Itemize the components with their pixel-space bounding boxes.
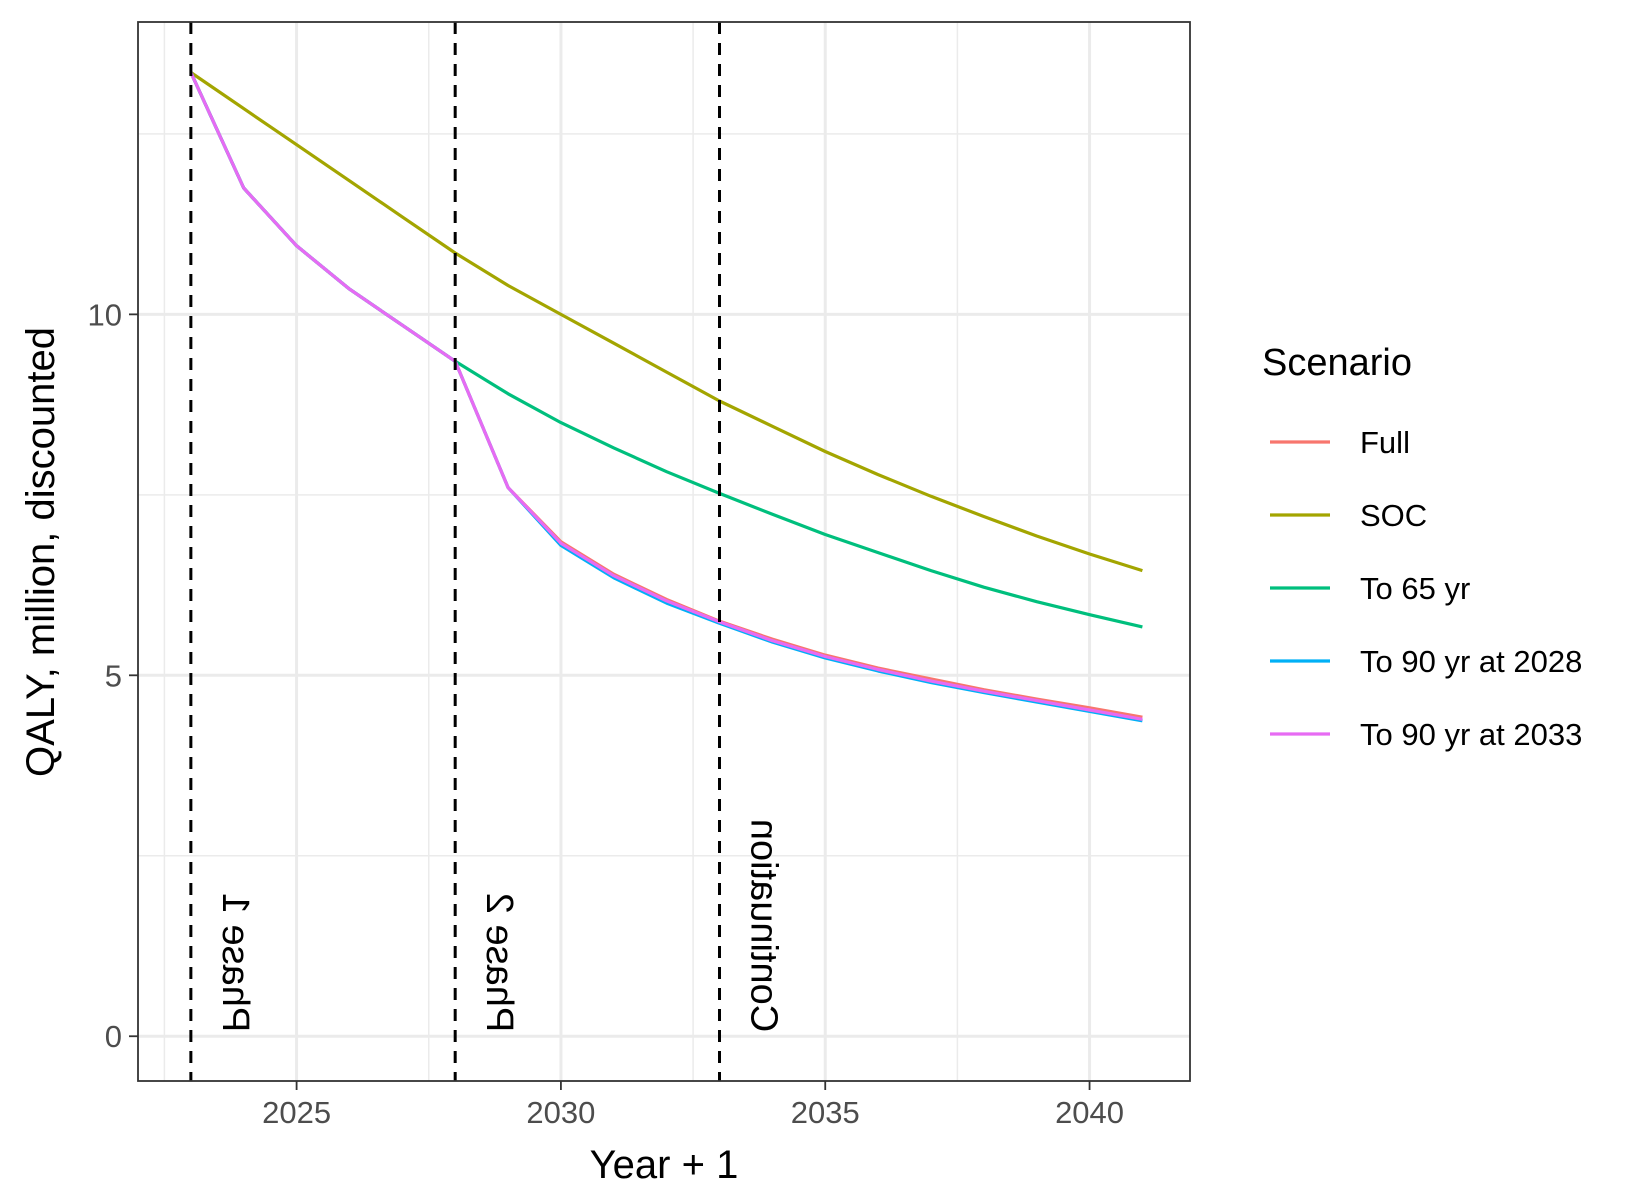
legend-items: Full SOC To 65 yr To 90 yr at 2028 To 90 yr … <box>1270 425 1582 752</box>
legend-label: To 90 yr at 2033 <box>1360 717 1582 752</box>
plot-panel-border <box>137 21 1191 1082</box>
phase-label: Phase 1 <box>214 893 256 1032</box>
legend-label: To 65 yr <box>1360 571 1470 606</box>
minor-gridlines <box>138 22 1190 1081</box>
y-axis-title: QALY, million, discounted <box>19 327 63 777</box>
y-tick-label: 0 <box>105 1019 122 1054</box>
series-line-to-90-yr-at-2033 <box>189 71 1143 721</box>
x-tick-label: 2030 <box>526 1095 595 1130</box>
phase-label: Phase 2 <box>478 893 520 1032</box>
phase-label: Continuation <box>743 819 785 1032</box>
series-line-soc <box>189 71 1143 573</box>
legend-title: Scenario <box>1262 342 1412 384</box>
y-tick-label: 5 <box>105 658 122 693</box>
legend-label: SOC <box>1360 498 1427 533</box>
x-tick-label: 2025 <box>262 1095 331 1130</box>
phase-markers: Phase 1 Phase 2 Continuation <box>189 22 785 1081</box>
x-axis-title: Year + 1 <box>590 1143 739 1187</box>
legend-label: To 90 yr at 2028 <box>1360 644 1582 679</box>
x-axis: 2025 2030 2035 2040 <box>262 1081 1124 1130</box>
series-lines <box>189 71 1143 723</box>
y-tick-label: 10 <box>88 297 122 332</box>
x-tick-label: 2035 <box>791 1095 860 1130</box>
legend-label: Full <box>1360 425 1410 460</box>
y-axis: 0 5 10 <box>88 297 138 1054</box>
major-gridlines <box>138 22 1190 1081</box>
x-tick-label: 2040 <box>1055 1095 1124 1130</box>
legend: Scenario Full SOC To 65 yr To 90 yr at 2028… <box>1262 342 1582 752</box>
